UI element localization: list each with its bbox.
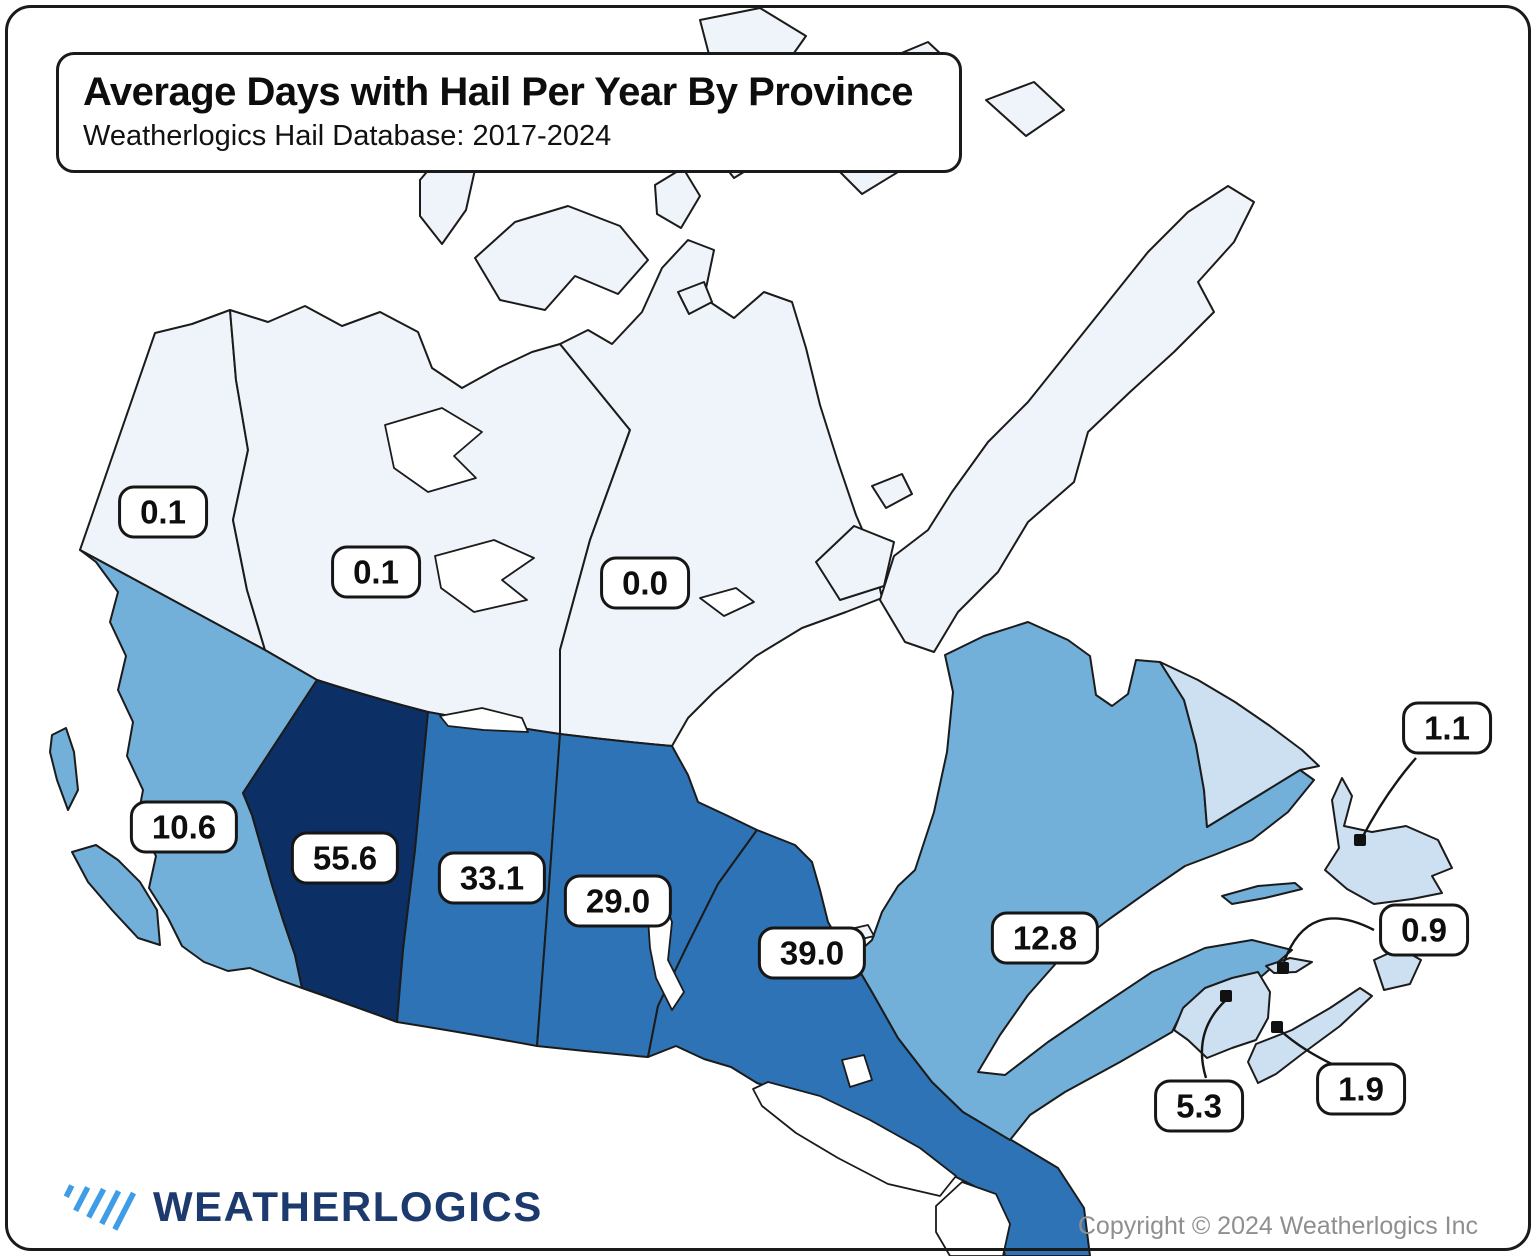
great-slave-lake xyxy=(434,539,535,613)
logo-wordmark: WEATHERLOGICS xyxy=(153,1183,543,1230)
label-alberta: 55.6 xyxy=(290,831,400,885)
label-quebec: 12.8 xyxy=(990,911,1100,965)
arctic-island-small-2 xyxy=(985,81,1065,137)
nunavut-lake xyxy=(699,587,755,617)
weatherlogics-brand: WEATHERLOGICS xyxy=(55,1180,543,1234)
label-pei: 0.9 xyxy=(1379,903,1469,957)
label-new-brunswick: 5.3 xyxy=(1154,1079,1244,1133)
lake-huron-georgian-bay xyxy=(935,1181,1011,1256)
lake-nipigon xyxy=(841,1054,873,1088)
marker-nova-scotia xyxy=(1271,1021,1283,1033)
label-bc: 10.6 xyxy=(129,800,239,854)
label-newfoundland: 1.1 xyxy=(1402,701,1492,755)
marker-new-brunswick xyxy=(1220,990,1232,1002)
leader-new-brunswick xyxy=(1200,999,1227,1079)
leader-newfoundland xyxy=(1360,757,1417,839)
label-saskatchewan: 33.1 xyxy=(437,851,547,905)
baffin-island xyxy=(879,185,1255,653)
southampton-island xyxy=(815,525,895,601)
leader-pei xyxy=(1282,917,1375,963)
region-labrador xyxy=(1159,661,1320,828)
newfoundland-island xyxy=(1324,777,1453,905)
province-nova-scotia xyxy=(1247,987,1373,1084)
province-nunavut-mainland xyxy=(559,239,883,747)
coats-island xyxy=(871,473,913,509)
marker-newfoundland xyxy=(1354,834,1366,846)
vancouver-island xyxy=(71,844,161,946)
province-quebec xyxy=(851,621,1315,1141)
title-box: Average Days with Hail Per Year By Provi… xyxy=(56,52,962,173)
king-william-island xyxy=(677,281,713,315)
lake-athabasca xyxy=(439,707,529,733)
lake-superior xyxy=(752,1081,957,1197)
map-title: Average Days with Hail Per Year By Provi… xyxy=(83,70,914,114)
great-bear-lake xyxy=(384,407,483,493)
marker-pei xyxy=(1277,962,1289,974)
label-nunavut: 0.0 xyxy=(600,556,690,610)
label-ontario: 39.0 xyxy=(757,926,867,980)
label-nwt: 0.1 xyxy=(331,545,421,599)
map-subtitle: Weatherlogics Hail Database: 2017-2024 xyxy=(83,119,612,152)
label-yukon: 0.1 xyxy=(118,485,208,539)
copyright-text: Copyright © 2024 Weatherlogics Inc xyxy=(1077,1212,1478,1240)
province-new-brunswick xyxy=(1173,971,1271,1059)
haida-gwaii-island xyxy=(49,727,79,811)
prince-of-wales-island xyxy=(654,167,701,229)
label-nova-scotia: 1.9 xyxy=(1316,1062,1406,1116)
label-manitoba: 29.0 xyxy=(563,874,673,928)
anticosti-island xyxy=(1221,882,1303,905)
weatherlogics-slashes-icon xyxy=(63,1184,137,1231)
victoria-island xyxy=(474,205,649,311)
